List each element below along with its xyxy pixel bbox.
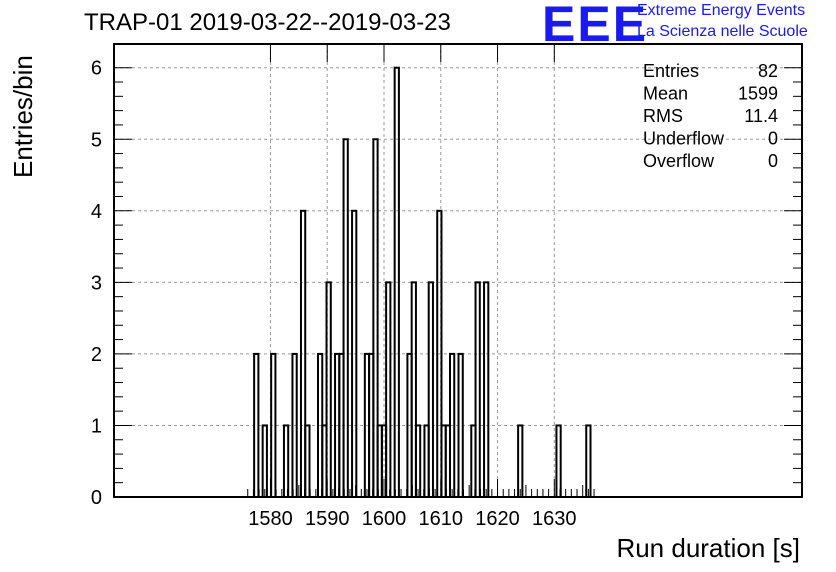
- histogram-bin: [282, 424, 290, 499]
- y-tick-label: 3: [91, 272, 102, 294]
- y-tick-label: 0: [91, 487, 102, 509]
- stats-label: RMS: [643, 106, 683, 126]
- histogram-bin: [483, 281, 490, 498]
- histogram-bin: [325, 281, 332, 498]
- y-tick-label: 1: [91, 415, 102, 437]
- histogram-bin: [474, 281, 481, 498]
- stats-value: 1599: [738, 84, 778, 104]
- x-tick-label: 1590: [305, 508, 350, 530]
- stats-value: 0: [768, 129, 778, 149]
- stats-box: Entries 82 Mean 1599 RMS 11.4 Underflow 0 Overfl…: [643, 61, 778, 171]
- axis-ticks: 1580 1590 1600 1610 1620 1630 0 1 2 3 4 5 6: [91, 44, 802, 530]
- stats-value: 0: [768, 151, 778, 171]
- stats-label: Underflow: [643, 129, 725, 149]
- x-tick-label: 1630: [532, 508, 577, 530]
- eee-logo: EEE Extreme Energy Events La Scienza nel…: [542, 0, 832, 52]
- histogram-bin: [261, 424, 268, 499]
- y-tick-label: 5: [91, 129, 102, 151]
- x-axis-label: Run duration [s]: [616, 533, 800, 563]
- histogram-bin: [342, 138, 349, 498]
- y-axis-label: Entries/bin: [8, 55, 38, 178]
- stats-value: 82: [758, 61, 778, 81]
- histogram-bin: [517, 424, 524, 499]
- histogram-bin: [457, 352, 464, 498]
- x-tick-label: 1580: [248, 508, 293, 530]
- stats-label: Mean: [643, 84, 688, 104]
- logo-line-1: Extreme Energy Events: [637, 2, 806, 19]
- histogram-bin: [270, 352, 277, 498]
- chart-title: TRAP-01 2019-03-22--2019-03-23: [84, 9, 451, 36]
- histogram-bin: [427, 281, 434, 498]
- y-tick-label: 2: [91, 344, 102, 366]
- x-tick-label: 1600: [362, 508, 407, 530]
- stats-label: Overflow: [643, 151, 715, 171]
- histogram-bin: [253, 352, 260, 498]
- stats-label: Entries: [643, 61, 699, 81]
- y-tick-label: 4: [91, 201, 102, 223]
- y-tick-label: 6: [91, 58, 102, 80]
- x-tick-label: 1610: [419, 508, 464, 530]
- histogram-bin: [585, 424, 592, 499]
- stats-value: 11.4: [744, 106, 778, 126]
- histogram-bin: [414, 424, 422, 499]
- x-tick-label: 1620: [475, 508, 520, 530]
- histogram-bin: [304, 424, 311, 499]
- histogram-bin: [385, 281, 392, 498]
- logo-line-2: La Scienza nelle Scuole: [637, 23, 808, 40]
- histogram-bin: [555, 424, 562, 499]
